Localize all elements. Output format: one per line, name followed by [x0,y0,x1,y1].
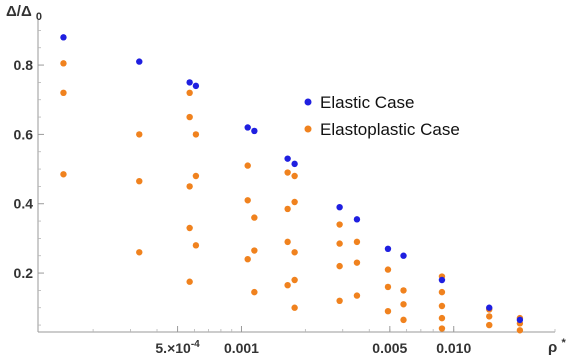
elastoplastic-point [192,131,200,138]
elastoplastic-point [486,313,493,320]
x-tick-label: 0.001 [224,340,259,356]
elastoplastic-point [516,327,524,334]
elastic-point [486,304,493,311]
elastoplastic-point [400,301,407,308]
elastoplastic-point [192,242,200,249]
elastoplastic-point [244,197,251,204]
elastoplastic-point [284,282,291,289]
x-tick-label: 5.×10-4 [155,339,200,356]
elastic-point [186,79,193,86]
legend-marker-elastic [304,98,312,106]
y-tick-label: 0.4 [14,196,34,212]
elastic-point [244,124,251,131]
elastoplastic-point [284,169,291,176]
x-ticks: 5.×10-4 0.001 0.005 0.010 [92,326,556,356]
elastoplastic-point [136,178,143,185]
elastoplastic-point [336,240,343,247]
elastoplastic-point [353,238,361,246]
y-axis-title-subscript: 0 [36,11,42,23]
elastoplastic-point [291,304,298,311]
y-tick-label: 0.8 [14,57,34,73]
x-tick-label: 0.010 [436,340,471,356]
elastoplastic-point [136,131,143,138]
elastoplastic-point [136,249,143,256]
elastoplastic-point [186,224,193,232]
legend-label-elastoplastic: Elastoplastic Case [320,120,460,139]
data-points [60,34,524,334]
elastoplastic-point [284,238,291,246]
elastoplastic-point [353,259,361,266]
elastoplastic-point [186,89,193,97]
elastoplastic-point [186,183,193,190]
elastoplastic-point [251,288,258,296]
elastic-point [516,316,524,324]
elastoplastic-point [192,172,200,180]
elastic-point [353,216,361,223]
elastoplastic-point [284,205,291,213]
x-axis-title-superscript: * [561,337,566,349]
elastoplastic-point [384,308,392,315]
elastoplastic-point [400,287,407,294]
elastoplastic-point [244,256,251,263]
elastoplastic-point [60,171,67,178]
elastic-point [438,276,446,284]
legend-marker-elastoplastic [304,125,312,133]
elastic-point [336,204,343,211]
elastoplastic-point [251,247,258,254]
y-tick-label: 0.6 [14,126,34,142]
elastoplastic-point [251,214,258,221]
x-tick-label: 0.005 [372,340,407,356]
elastic-point [136,58,143,65]
elastoplastic-point [486,321,493,329]
elastoplastic-point [186,113,193,121]
elastoplastic-point [291,276,298,284]
elastic-point [251,127,258,135]
elastoplastic-point [60,60,67,67]
elastoplastic-point [438,288,446,296]
legend-label-elastic: Elastic Case [320,93,414,112]
elastoplastic-point [60,89,67,97]
elastoplastic-point [438,314,446,322]
elastoplastic-point [438,325,446,332]
elastic-point [384,245,392,252]
elastic-point [284,155,291,162]
elastoplastic-point [353,292,361,299]
elastoplastic-point [291,249,298,256]
legend: Elastic Case Elastoplastic Case [304,93,460,139]
elastoplastic-point [244,162,251,169]
y-axis-title: Δ/Δ 0 [6,3,42,23]
elastoplastic-point [186,278,193,285]
elastoplastic-point [384,283,392,291]
elastoplastic-point [384,266,392,273]
elastic-point [291,160,298,168]
y-axis-title-text: Δ/Δ [6,3,32,20]
elastic-point [400,252,407,259]
y-tick-label: 0.2 [14,265,34,281]
elastoplastic-point [400,316,407,324]
elastoplastic-point [291,198,298,206]
axes [37,20,555,333]
elastic-point [192,82,200,90]
y-ticks: 0.2 0.4 0.6 0.8 [14,29,44,326]
elastoplastic-point [438,302,446,310]
elastoplastic-point [336,262,343,270]
elastic-point [60,34,67,41]
x-axis-title: ρ * [548,337,566,356]
x-axis-title-text: ρ [548,339,557,356]
elastoplastic-point [336,221,343,228]
elastoplastic-point [291,172,298,180]
elastoplastic-point [336,297,343,304]
